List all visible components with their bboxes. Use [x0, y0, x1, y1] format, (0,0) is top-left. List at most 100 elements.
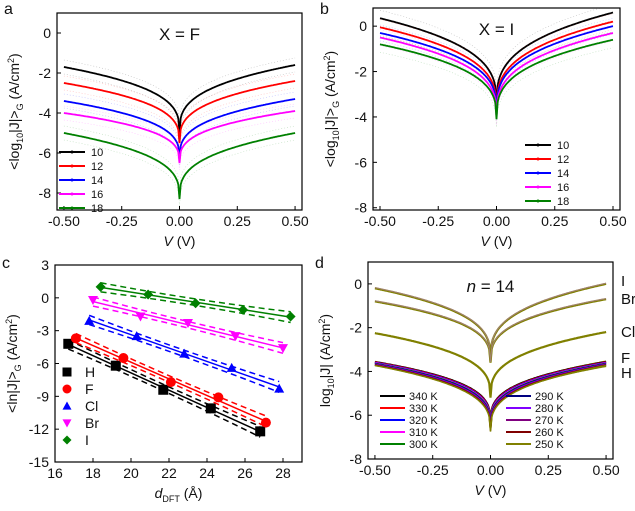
- square-marker: [255, 426, 266, 437]
- y-axis-label: <log10|J|>G (A/cm2): [6, 53, 25, 169]
- plot-frame: [367, 261, 614, 460]
- triangle-down-marker: [88, 296, 98, 306]
- x-tick-label: -0.50: [48, 213, 80, 229]
- curve-label: Br: [621, 291, 635, 308]
- error-envelope: [63, 125, 296, 193]
- y-tick-label: -2: [355, 64, 368, 80]
- legend-label: 290 K: [535, 391, 564, 403]
- x-tick-label: -0.25: [422, 213, 454, 229]
- error-envelope: [63, 117, 296, 171]
- y-tick-label: -6: [37, 356, 50, 372]
- x-axis-label: V (V): [164, 233, 196, 249]
- legend-label: 12: [557, 154, 569, 166]
- square-marker: [63, 338, 74, 349]
- plot-frame: [54, 264, 303, 463]
- x-tick-label: 0.25: [535, 462, 562, 478]
- curve-label: F: [621, 350, 630, 367]
- series-line-12: [63, 80, 296, 144]
- square-marker: [158, 384, 169, 395]
- series-line-250K: [374, 364, 607, 432]
- plot-area: [63, 281, 296, 438]
- error-envelope: [379, 31, 614, 112]
- legend-marker: [536, 199, 540, 203]
- x-tick-label: 0.00: [166, 213, 193, 229]
- triangle-down-marker: [62, 419, 72, 428]
- panel-letter: b: [320, 1, 329, 18]
- error-envelope: [379, 33, 614, 121]
- y-tick-label: -6: [355, 154, 368, 170]
- x-tick-label: 0.25: [224, 213, 251, 229]
- legend-label: F: [85, 381, 94, 397]
- legend-marker: [536, 185, 540, 189]
- diamond-marker: [62, 435, 72, 445]
- x-axis-label: dDFT (Å): [155, 485, 203, 504]
- panel-title: X = F: [159, 25, 200, 44]
- y-tick-label: -4: [355, 109, 368, 125]
- legend-label: 270 K: [535, 415, 564, 427]
- curve-label: H: [621, 365, 632, 382]
- error-envelope: [63, 91, 296, 153]
- x-tick-label: 0.50: [281, 213, 308, 229]
- panel-letter: d: [315, 255, 324, 272]
- confidence-band: [67, 339, 261, 428]
- circle-marker: [260, 417, 271, 428]
- diamond-marker: [190, 298, 201, 309]
- panel-c: c 16 18 20 22 24 26 28 -15 -12 -9 -6 -3 0 3 dDFT (Å) <ln…: [2, 255, 303, 504]
- confidence-band: [92, 305, 284, 355]
- legend-label: 310 K: [409, 427, 438, 439]
- y-axis-label: <log10|J|>G (A/cm2): [322, 51, 341, 167]
- legend-label: 10: [557, 140, 569, 152]
- x-tick-label: 0.50: [599, 213, 626, 229]
- x-tick-label: 22: [161, 465, 177, 481]
- legend-label: 260 K: [535, 427, 564, 439]
- x-tick-label: -0.25: [417, 462, 449, 478]
- x-tick-label: -0.50: [364, 213, 396, 229]
- panel-b: b -0.50 -0.25 0.00 0.25 0.50 -8 -6 -4 -2 0 V (V) <lo…: [320, 1, 627, 249]
- y-tick-label: 0: [41, 290, 49, 306]
- circle-marker: [70, 333, 81, 344]
- legend-marker: [70, 178, 74, 182]
- x-tick-label: 16: [47, 465, 63, 481]
- legend-marker: [70, 192, 74, 196]
- confidence-band: [88, 323, 280, 393]
- panel-a: a -0.50 -0.25 0.00 0.25 0.50 -8 -6 -4 -2 0 V (V) <lo…: [4, 1, 309, 249]
- y-tick-label: -6: [350, 407, 363, 423]
- square-marker: [62, 367, 72, 377]
- y-tick-label: -2: [350, 320, 363, 336]
- error-envelope: [63, 139, 296, 207]
- panel-letter: a: [4, 1, 13, 18]
- diamond-marker: [95, 281, 106, 292]
- x-axis-label: V (V): [481, 233, 513, 249]
- legend-marker: [70, 150, 74, 154]
- panel-letter: c: [2, 255, 10, 272]
- circle-marker: [213, 392, 224, 403]
- legend-label: 320 K: [409, 415, 438, 427]
- legend-marker: [536, 157, 540, 161]
- y-tick-label: -9: [37, 388, 50, 404]
- plot-area: [374, 282, 607, 432]
- legend-label: Cl: [85, 398, 98, 414]
- x-tick-label: -0.50: [359, 462, 391, 478]
- y-tick-label: -4: [39, 105, 52, 121]
- series-line-18: [379, 38, 614, 120]
- curve-overlay: [374, 298, 607, 363]
- plot-area: [63, 57, 296, 207]
- curve-Br: [374, 298, 607, 363]
- triangle-up-marker: [226, 362, 237, 372]
- panel-title: n = 14: [467, 277, 515, 296]
- error-envelope: [63, 105, 296, 167]
- confidence-band: [92, 296, 284, 344]
- x-tick-label: -0.25: [106, 213, 138, 229]
- legend-label: 16: [557, 182, 569, 194]
- y-tick-label: -2: [39, 65, 52, 81]
- panel-title: X = I: [479, 20, 514, 39]
- triangle-up-marker: [274, 383, 285, 393]
- square-marker: [110, 360, 121, 371]
- plot-frame: [372, 7, 621, 211]
- legend-label: 18: [91, 203, 103, 215]
- legend-label: H: [85, 364, 95, 380]
- y-tick-label: -8: [39, 185, 52, 201]
- legend-label: 280 K: [535, 403, 564, 415]
- plot-frame: [56, 12, 303, 211]
